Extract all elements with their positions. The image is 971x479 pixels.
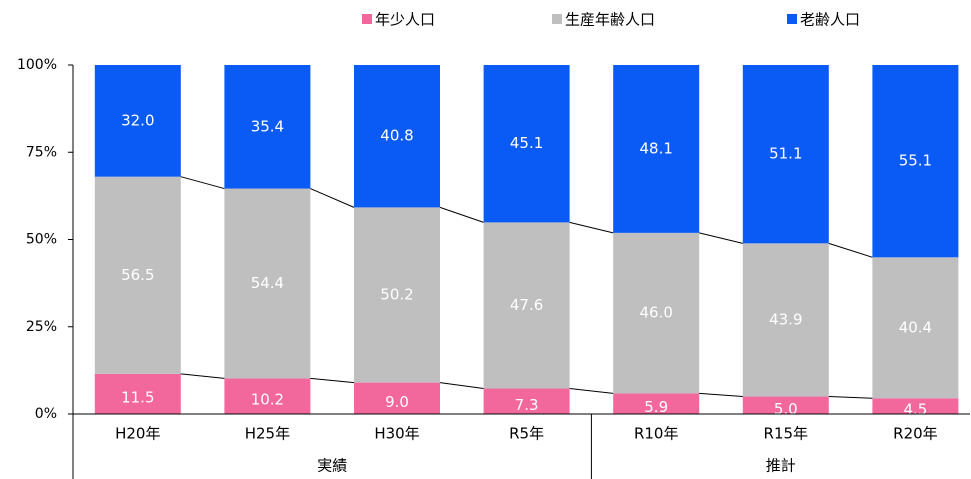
data-label: 10.2 [251, 391, 284, 409]
data-label: 11.5 [121, 388, 154, 406]
bar-segment [354, 65, 440, 208]
data-label: 45.1 [510, 134, 543, 152]
bar-segment [354, 207, 440, 383]
bar-segment [742, 65, 829, 244]
legend-swatch [552, 14, 562, 24]
x-tick-label: H20年 [115, 425, 160, 443]
data-label: 9.0 [385, 393, 409, 411]
bar-segment [94, 373, 181, 414]
connector-line [828, 242, 873, 258]
x-tick-label: R15年 [764, 425, 809, 443]
bar-segment [872, 398, 959, 414]
connector-line [569, 221, 614, 234]
x-tick-label: H30年 [374, 425, 419, 443]
connector-line [439, 382, 484, 390]
bar-segment [224, 378, 311, 414]
data-label: 51.1 [769, 145, 802, 163]
x-tick-label: H25年 [245, 425, 290, 443]
connector-line [569, 388, 614, 394]
bar-segment [483, 388, 570, 414]
y-tick-label: 25% [26, 319, 57, 335]
bar-segment [224, 188, 311, 379]
bar-segment [742, 243, 829, 397]
bar-segment [613, 232, 700, 394]
legend-swatch [787, 14, 797, 24]
legend-label: 生産年齢人口 [565, 11, 655, 29]
bar-segment [872, 65, 959, 258]
data-label: 40.4 [899, 318, 932, 336]
bar-segment [483, 222, 570, 389]
data-label: 4.5 [903, 401, 927, 419]
connector-line [439, 206, 484, 223]
data-label: 54.4 [251, 274, 284, 292]
x-tick-label: R20年 [893, 425, 938, 443]
connector-line [310, 377, 355, 384]
y-tick-label: 75% [26, 144, 57, 160]
connector-line [699, 392, 743, 398]
y-tick-label: 0% [35, 406, 57, 422]
y-tick-label: 100% [17, 57, 57, 73]
bar-segment [872, 257, 959, 399]
data-label: 48.1 [639, 139, 672, 157]
bar-segment [483, 65, 570, 223]
group-label: 推計 [766, 457, 796, 475]
bar-segment [742, 396, 829, 414]
legend-label: 老齢人口 [800, 11, 860, 29]
data-label: 32.0 [121, 111, 154, 129]
data-label: 56.5 [121, 266, 154, 284]
data-label: 47.6 [510, 296, 543, 314]
connector-line [180, 373, 225, 379]
connector-line [828, 396, 873, 399]
legend-label: 年少人口 [375, 11, 435, 29]
connector-line [180, 176, 225, 190]
bar-segment [354, 382, 440, 414]
data-label: 7.3 [515, 396, 539, 414]
data-label: 5.0 [774, 400, 798, 418]
connector-line [310, 188, 355, 208]
bar-segment [613, 65, 700, 233]
y-tick-label: 50% [26, 232, 57, 248]
bar-segment [94, 65, 181, 177]
bar-segment [224, 65, 311, 189]
data-label: 43.9 [769, 310, 802, 328]
data-label: 40.8 [380, 127, 413, 145]
x-tick-label: R5年 [509, 425, 544, 443]
data-label: 55.1 [899, 152, 932, 170]
legend-swatch [362, 14, 372, 24]
data-label: 35.4 [251, 117, 284, 135]
connector-line [699, 232, 743, 244]
bar-segment [94, 176, 181, 374]
bar-segment [613, 393, 700, 414]
x-tick-label: R10年 [634, 425, 679, 443]
data-label: 5.9 [644, 398, 668, 416]
data-label: 50.2 [380, 285, 413, 303]
data-label: 46.0 [639, 304, 672, 322]
group-label: 実績 [317, 457, 347, 475]
